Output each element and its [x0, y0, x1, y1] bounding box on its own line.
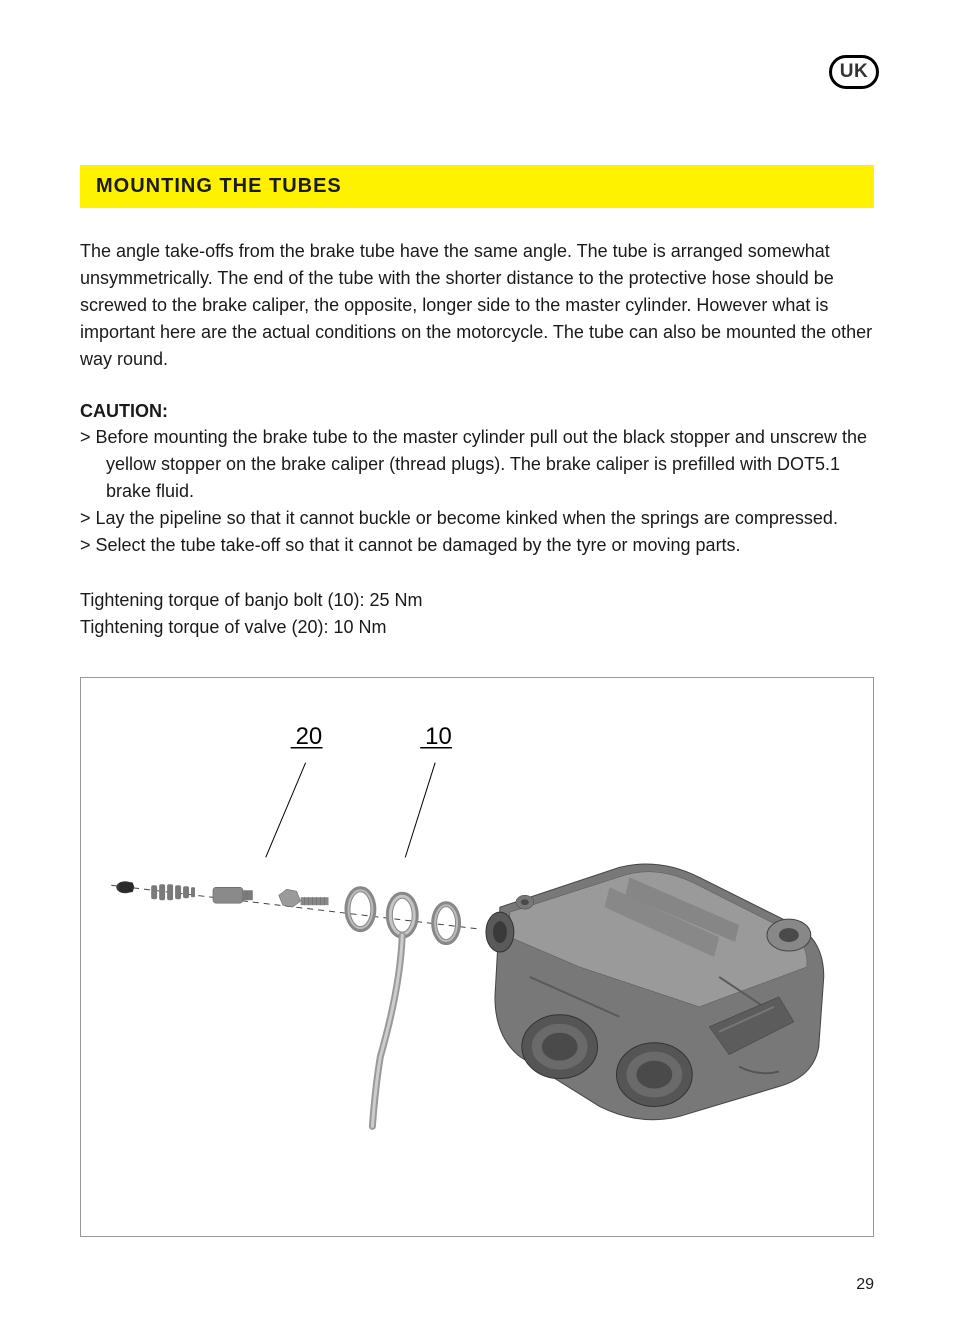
banjo-bolt — [279, 889, 329, 907]
page-number: 29 — [856, 1276, 874, 1294]
torque-specs: Tightening torque of banjo bolt (10): 25… — [80, 587, 874, 641]
torque-line-1: Tightening torque of banjo bolt (10): 25… — [80, 587, 874, 614]
callout-10-label: 10 — [425, 723, 452, 750]
section-heading: MOUNTING THE TUBES — [80, 165, 874, 208]
banjo-washer-2 — [434, 904, 458, 942]
callout-20-leader — [266, 763, 306, 858]
caution-list: Before mounting the brake tube to the ma… — [80, 424, 874, 559]
callout-20-label: 20 — [296, 723, 323, 750]
valve-cap — [116, 881, 134, 893]
torque-line-2: Tightening torque of valve (20): 10 Nm — [80, 614, 874, 641]
region-badge: UK — [829, 55, 879, 89]
banjo-fitting — [372, 895, 415, 1126]
caution-item: Select the tube take-off so that it cann… — [80, 532, 874, 559]
caution-item: Lay the pipeline so that it cannot buckl… — [80, 505, 874, 532]
caution-item: Before mounting the brake tube to the ma… — [80, 424, 874, 505]
section-heading-text: MOUNTING THE TUBES — [96, 175, 858, 198]
brake-caliper — [486, 864, 824, 1120]
valve-spring — [151, 884, 195, 900]
diagram-svg: 20 10 — [81, 678, 873, 1236]
banjo-washer-1 — [347, 889, 373, 929]
valve-body — [213, 887, 253, 903]
diagram: 20 10 — [80, 677, 874, 1237]
region-badge-text: UK — [840, 61, 868, 83]
caution-label: CAUTION: — [80, 401, 874, 422]
callout-10-leader — [405, 763, 435, 858]
intro-paragraph: The angle take-offs from the brake tube … — [80, 238, 874, 373]
